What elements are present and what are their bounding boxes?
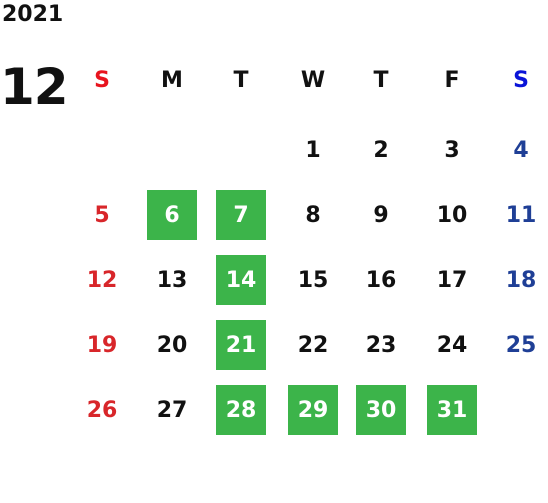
day-cell: 16 bbox=[365, 267, 397, 293]
day-cell: 21 bbox=[216, 320, 266, 370]
day-cell: 18 bbox=[505, 267, 537, 293]
weekday-header: W bbox=[300, 67, 326, 93]
day-cell: 23 bbox=[365, 332, 397, 358]
day-cell: 27 bbox=[156, 397, 188, 423]
day-cell: 22 bbox=[297, 332, 329, 358]
day-cell: 11 bbox=[505, 202, 537, 228]
day-cell: 19 bbox=[86, 332, 118, 358]
day-cell: 29 bbox=[288, 385, 338, 435]
weekday-header: T bbox=[233, 67, 249, 93]
day-cell: 7 bbox=[216, 190, 266, 240]
month: 12 bbox=[0, 58, 69, 116]
day-cell: 12 bbox=[86, 267, 118, 293]
weekday-header: S bbox=[513, 67, 529, 93]
weekday-header: T bbox=[373, 67, 389, 93]
day-cell: 13 bbox=[156, 267, 188, 293]
weekday-header: F bbox=[444, 67, 460, 93]
day-cell: 10 bbox=[436, 202, 468, 228]
day-cell: 9 bbox=[373, 202, 389, 228]
day-cell: 4 bbox=[513, 137, 529, 163]
weekday-header: M bbox=[161, 67, 183, 93]
day-cell: 2 bbox=[373, 137, 389, 163]
day-cell: 20 bbox=[156, 332, 188, 358]
day-cell: 26 bbox=[86, 397, 118, 423]
day-cell: 3 bbox=[444, 137, 460, 163]
day-cell: 31 bbox=[427, 385, 477, 435]
day-cell: 28 bbox=[216, 385, 266, 435]
day-cell: 8 bbox=[305, 202, 321, 228]
weekday-header: S bbox=[94, 67, 110, 93]
day-cell: 1 bbox=[305, 137, 321, 163]
year: 2021 bbox=[2, 2, 64, 27]
day-cell: 30 bbox=[356, 385, 406, 435]
day-cell: 17 bbox=[436, 267, 468, 293]
day-cell: 14 bbox=[216, 255, 266, 305]
day-cell: 5 bbox=[94, 202, 110, 228]
day-cell: 15 bbox=[297, 267, 329, 293]
day-cell: 25 bbox=[505, 332, 537, 358]
day-cell: 24 bbox=[436, 332, 468, 358]
day-cell: 6 bbox=[147, 190, 197, 240]
